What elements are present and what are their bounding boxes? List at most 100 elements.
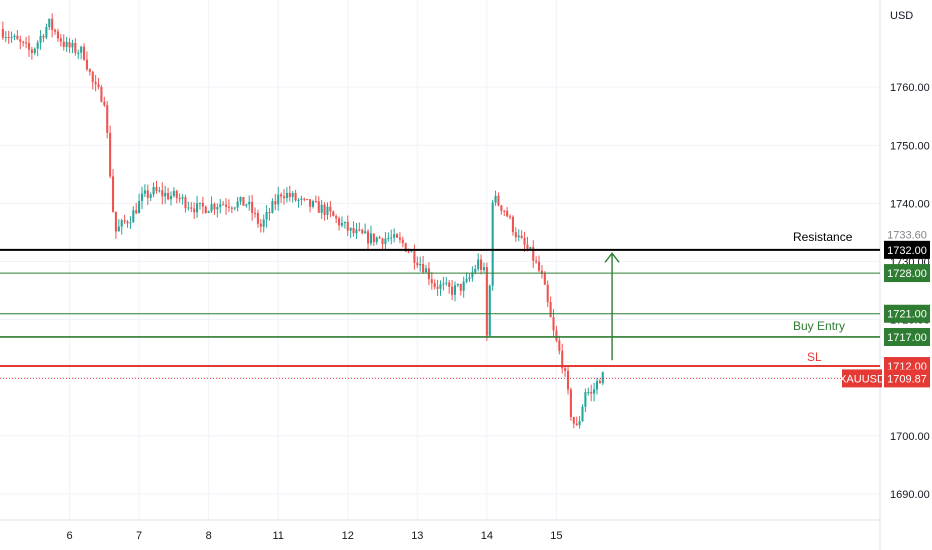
candle-body [503, 210, 506, 212]
candle-body [419, 263, 422, 266]
level-1728-tag-label: 1728.00 [887, 268, 927, 280]
candle-body [149, 194, 152, 198]
candle-body [587, 392, 590, 394]
candle-body [506, 210, 509, 217]
candle-body [558, 340, 561, 351]
candle-body [575, 423, 578, 426]
date-tick-label: 14 [481, 530, 493, 542]
level-1717-tag [884, 327, 930, 346]
candle-body [445, 282, 448, 284]
candle-body [16, 35, 19, 40]
candle-body [480, 259, 483, 270]
candle-body [1, 29, 4, 38]
candle-body [65, 42, 68, 47]
candle-body [372, 233, 375, 243]
candle-body [143, 190, 146, 194]
candle-body [451, 286, 454, 295]
hidden-price-tag-label: 1733.60 [887, 230, 927, 242]
current-price-tag-label: 1709.87 [887, 373, 927, 385]
candle-body [251, 201, 254, 213]
candle-body [288, 192, 291, 197]
price-tick-label: 1750.00 [890, 140, 930, 152]
candle-body [390, 237, 393, 239]
candle-body [387, 238, 390, 240]
candle-body [138, 200, 141, 214]
candle-body [482, 267, 486, 270]
candle-body [181, 197, 184, 199]
stop-loss-annotation: SL [807, 350, 822, 364]
candle-body [555, 330, 558, 341]
price-levels: Resistance Buy Entry SL [0, 230, 880, 379]
candle-body [68, 42, 71, 48]
candle-body [442, 283, 445, 285]
level-1728-tag [884, 264, 930, 283]
candle-body [30, 49, 33, 53]
candle-body [329, 206, 332, 212]
candle-body [416, 262, 419, 266]
candle-body [51, 18, 54, 30]
candle-body [581, 406, 584, 422]
candle-body [190, 207, 193, 209]
resistance-annotation: Resistance [793, 230, 853, 244]
candle-body [517, 235, 520, 238]
candle-body [259, 223, 262, 227]
candle-body [497, 195, 500, 206]
candle-body [88, 69, 91, 72]
price-tags: 1733.601732.001728.001721.001717.001712.… [839, 230, 930, 388]
symbol-tag [842, 369, 882, 388]
candle-body [561, 350, 564, 369]
candle-body [427, 268, 430, 280]
candle-body [471, 272, 474, 278]
candle-body [135, 210, 138, 214]
price-tick-label: 1690.00 [890, 489, 930, 501]
candle-body [74, 42, 77, 53]
candle-body [245, 204, 248, 206]
candle-body [323, 204, 326, 215]
candle-body [410, 251, 413, 253]
candle-body [537, 261, 541, 271]
candle-body [219, 204, 222, 208]
candle-body [140, 193, 144, 201]
candle-body [598, 381, 601, 384]
candle-body [178, 198, 181, 200]
candle-body [248, 201, 251, 205]
candle-body [126, 221, 129, 224]
candle-body [448, 282, 451, 287]
candle-body [311, 201, 315, 207]
candle-body [367, 231, 370, 244]
candle-body [100, 87, 103, 102]
candle-body [468, 277, 471, 279]
candle-body [439, 284, 442, 289]
candle-body [543, 273, 546, 285]
candle-body [514, 232, 517, 238]
candle-body [97, 84, 100, 88]
candle-body [22, 41, 25, 43]
candle-body [117, 226, 120, 232]
candle-body [164, 192, 167, 197]
candle-body [4, 37, 7, 39]
candle-body [361, 229, 364, 234]
date-tick-label: 8 [206, 530, 212, 542]
candle-body [175, 191, 178, 199]
candle-body [477, 259, 480, 269]
candle-body [146, 190, 149, 198]
candle-body [595, 381, 599, 390]
candle-body [114, 211, 117, 232]
candle-body [25, 42, 28, 44]
candle-body [474, 268, 477, 273]
candle-body [291, 193, 294, 197]
candle-body [300, 198, 303, 200]
candle-body [282, 196, 286, 199]
candle-body [48, 18, 51, 28]
candle-body [433, 283, 436, 288]
candle-body [546, 284, 549, 303]
price-tick-label: 1700.00 [890, 431, 930, 443]
candle-body [222, 204, 225, 206]
candle-body [39, 36, 42, 43]
candle-body [375, 237, 378, 243]
candle-body [549, 302, 552, 318]
candle-body [13, 35, 16, 38]
candle-body [253, 212, 257, 214]
